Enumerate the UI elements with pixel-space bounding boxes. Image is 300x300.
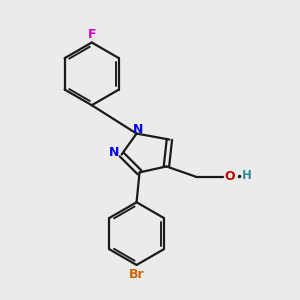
Text: H: H <box>242 169 251 182</box>
Text: F: F <box>88 28 96 40</box>
Text: N: N <box>109 146 119 160</box>
Text: Br: Br <box>129 268 144 281</box>
Text: N: N <box>133 124 143 136</box>
Text: O: O <box>225 170 235 183</box>
